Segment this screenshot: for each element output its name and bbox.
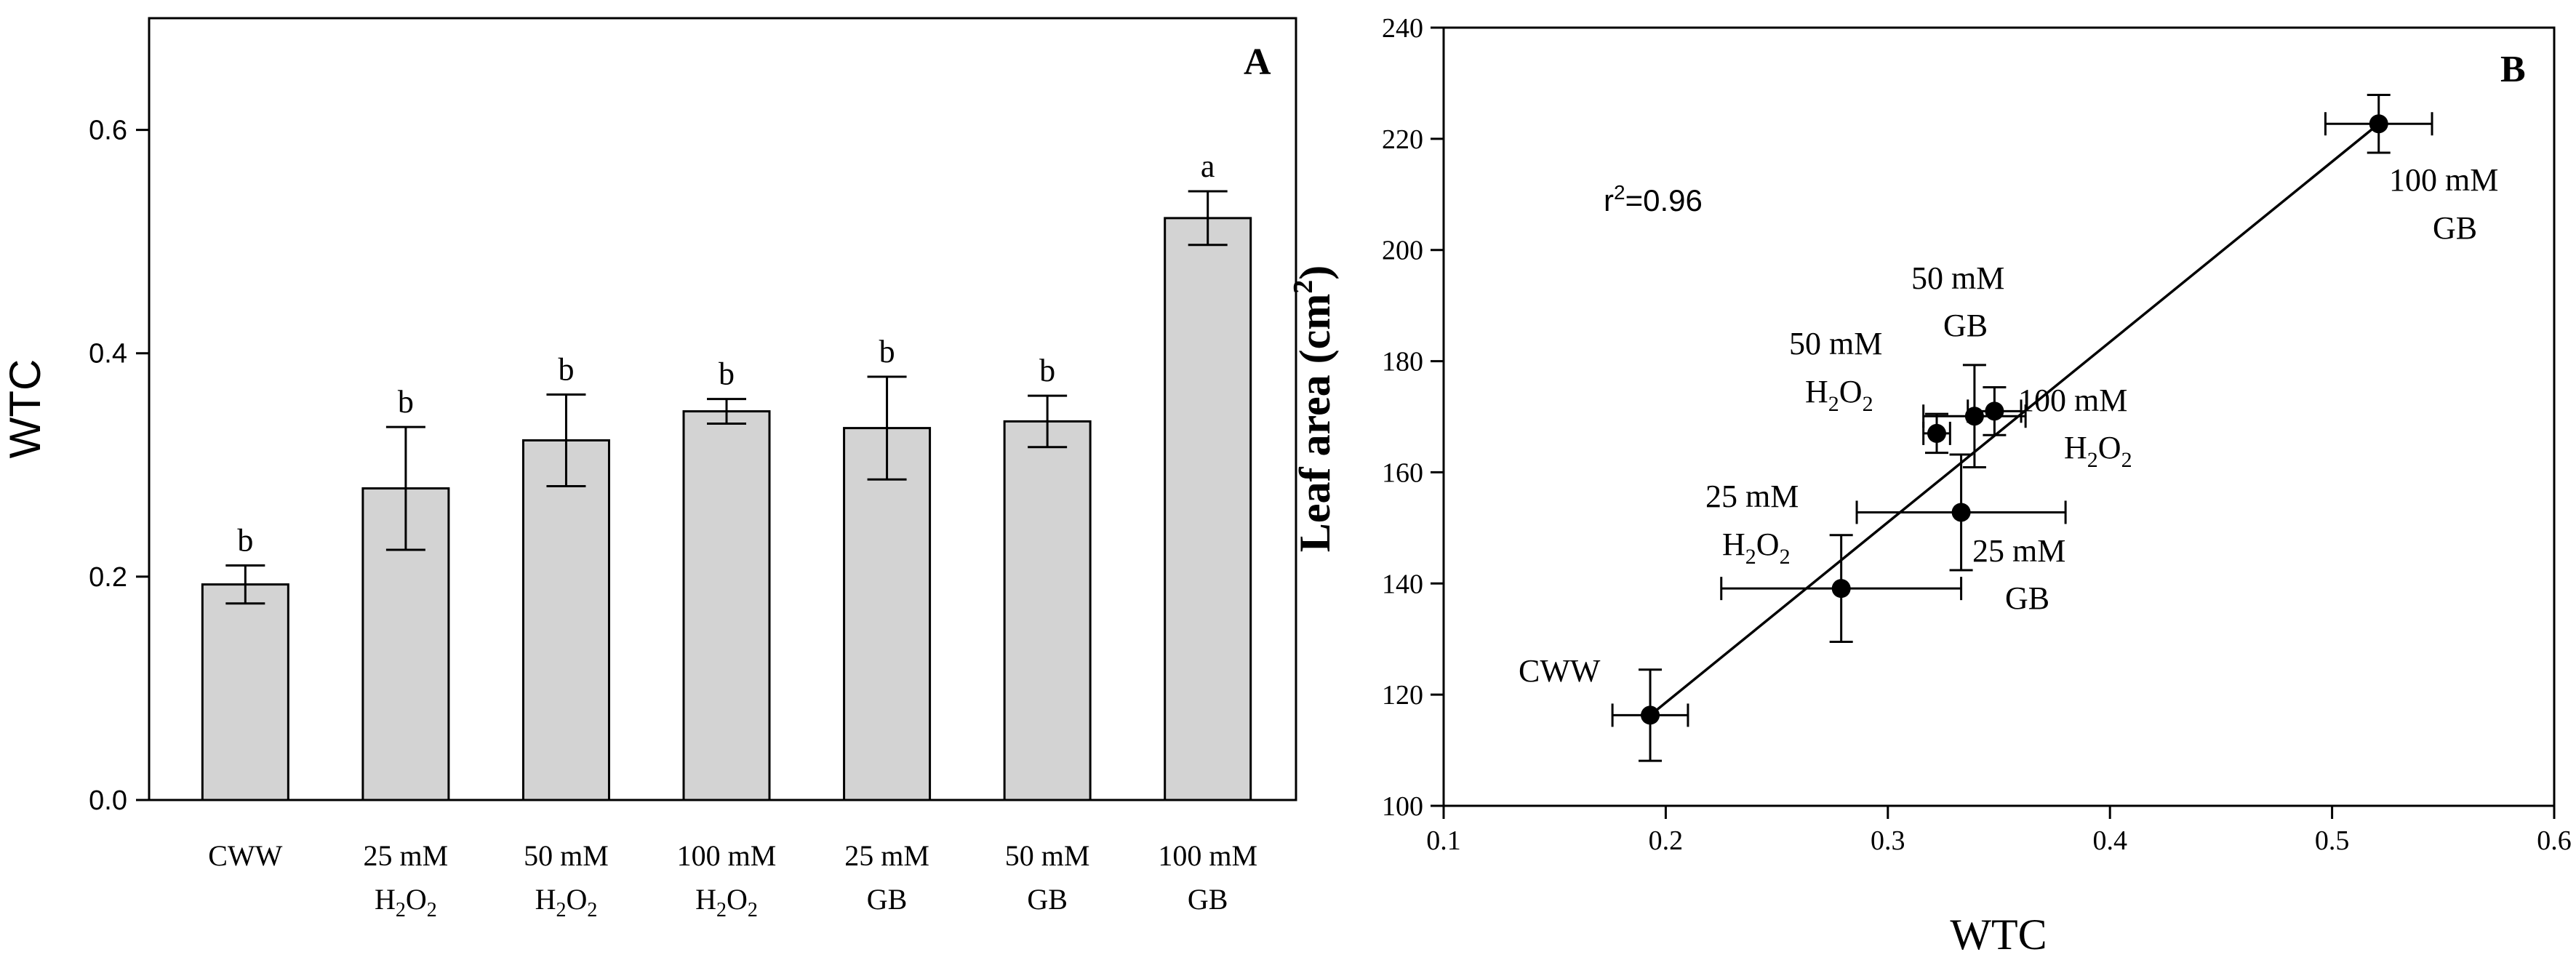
data-point bbox=[1927, 423, 1946, 443]
x-tick-label-part: O bbox=[406, 883, 427, 916]
panel-b-y-tick-label: 160 bbox=[1382, 457, 1423, 488]
panel-b-y-tick-label: 220 bbox=[1382, 124, 1423, 155]
panel-b-y-tick-label: 180 bbox=[1382, 347, 1423, 377]
x-tick-label-part: H bbox=[375, 883, 396, 916]
panel-a-y-axis-label: WTC bbox=[1, 359, 49, 459]
label-100mm-h2o2-line1: 100 mM bbox=[2018, 383, 2127, 418]
panel-a-y-tick-label: 0.6 bbox=[89, 116, 127, 146]
significance-letter: a bbox=[1201, 148, 1215, 184]
label-50mm-gb-line2: GB bbox=[1943, 308, 1988, 343]
x-tick-label-part: H bbox=[535, 883, 556, 916]
x-tick-label-line2: GB bbox=[1027, 883, 1068, 916]
x-tick-label-line2: H2O2 bbox=[375, 883, 437, 921]
panel-b-y-tick-label: 100 bbox=[1382, 791, 1423, 822]
bar bbox=[682, 410, 771, 801]
panel-a-bars: b b b b b b a bbox=[201, 148, 1252, 801]
data-point bbox=[1964, 407, 1984, 426]
x-tick-label-part: O bbox=[727, 883, 748, 916]
panel-a-y-ticks: 0.0 0.2 0.4 0.6 bbox=[89, 116, 149, 816]
panel-b-x-tick-label: 0.1 bbox=[1426, 825, 1461, 856]
panel-b-x-tick-label: 0.6 bbox=[2537, 825, 2572, 856]
x-tick-label-subscript: 2 bbox=[396, 899, 406, 921]
panel-b-x-axis-label: WTC bbox=[1950, 911, 2047, 959]
x-tick-label-subscript: 2 bbox=[556, 899, 566, 921]
panel-a-y-tick-label: 0.0 bbox=[89, 785, 127, 816]
bar bbox=[521, 439, 610, 801]
data-point bbox=[1985, 401, 2004, 421]
significance-letter: b bbox=[398, 384, 414, 420]
significance-letter: b bbox=[879, 334, 895, 369]
panel-b: B Leaf area (cm2) WTC r2=0.96 0.1 0.2 0.3 0… bbox=[1288, 13, 2572, 959]
panel-a-letter: A bbox=[1244, 41, 1271, 83]
panel-b-y-axis-label: Leaf area (cm2) bbox=[1288, 265, 1339, 552]
label-25mm-gb-line1: 25 mM bbox=[1972, 533, 2065, 569]
x-tick-label-line2: GB bbox=[1188, 883, 1228, 916]
x-tick-label-line2: H2O2 bbox=[695, 883, 758, 921]
panel-b-frame bbox=[1442, 26, 2556, 807]
x-tick-label-line1: 50 mM bbox=[524, 839, 609, 872]
x-tick-label-part: H bbox=[695, 883, 716, 916]
bar bbox=[843, 427, 932, 801]
label-50mm-h2o2-line2: H2O2 bbox=[1805, 374, 1873, 416]
x-tick-label-line1: CWW bbox=[208, 839, 282, 872]
label-25mm-h2o2-line1: 25 mM bbox=[1705, 479, 1799, 514]
x-tick-label-line1: 100 mM bbox=[677, 839, 777, 872]
panel-b-x-tick-label: 0.4 bbox=[2092, 825, 2127, 856]
panel-b-y-tick-label: 140 bbox=[1382, 569, 1423, 599]
regression-line bbox=[1649, 122, 2380, 716]
significance-letter: b bbox=[558, 352, 574, 388]
data-point bbox=[1641, 705, 1660, 725]
label-50mm-gb-line1: 50 mM bbox=[1911, 260, 2004, 296]
label-100mm-gb-line2: GB bbox=[2433, 210, 2477, 246]
label-100mm-gb-line1: 100 mM bbox=[2389, 162, 2498, 198]
x-tick-label-part: GB bbox=[867, 883, 908, 916]
significance-letter: b bbox=[237, 523, 253, 559]
panel-b-x-tick-label: 0.2 bbox=[1649, 825, 1684, 856]
panel-b-x-tick-label: 0.5 bbox=[2315, 825, 2350, 856]
data-point bbox=[2369, 114, 2388, 134]
panel-b-x-tick-label: 0.3 bbox=[1871, 825, 1905, 856]
panel-b-y-tick-label: 200 bbox=[1382, 236, 1423, 266]
x-tick-label-line1: 25 mM bbox=[844, 839, 929, 872]
x-tick-label-subscript: 2 bbox=[587, 899, 597, 921]
x-tick-label-subscript: 2 bbox=[427, 899, 437, 921]
x-tick-label-line1: 50 mM bbox=[1005, 839, 1090, 872]
panel-b-x-ticks: 0.1 0.2 0.3 0.4 0.5 0.6 bbox=[1426, 806, 2572, 856]
panel-b-points bbox=[1611, 93, 2433, 762]
x-tick-label-part: GB bbox=[1027, 883, 1068, 916]
label-25mm-h2o2-line2: H2O2 bbox=[1722, 527, 1791, 569]
x-tick-label-subscript: 2 bbox=[748, 899, 758, 921]
x-tick-label-subscript: 2 bbox=[716, 899, 727, 921]
label-25mm-gb-line2: GB bbox=[2005, 580, 2049, 616]
r-squared-annotation: r2=0.96 bbox=[1604, 181, 1703, 217]
x-tick-label-part: GB bbox=[1188, 883, 1228, 916]
x-tick-label-part: O bbox=[566, 883, 587, 916]
significance-letter: b bbox=[1039, 353, 1055, 388]
panel-b-y-ticks: 100 120 140 160 180 200 220 240 bbox=[1382, 13, 1444, 822]
bar bbox=[1003, 420, 1092, 801]
label-100mm-h2o2-line2: H2O2 bbox=[2064, 430, 2132, 472]
panel-a-y-tick-label: 0.4 bbox=[89, 339, 127, 369]
bar bbox=[1164, 217, 1252, 801]
data-point bbox=[1951, 503, 1971, 522]
x-tick-label-line2: GB bbox=[867, 883, 908, 916]
x-tick-label-line1: 25 mM bbox=[364, 839, 449, 872]
panel-a-y-tick-label: 0.2 bbox=[89, 562, 127, 593]
label-50mm-h2o2-line1: 50 mM bbox=[1789, 326, 1882, 361]
x-tick-label-line2: H2O2 bbox=[535, 883, 598, 921]
data-point bbox=[1831, 579, 1851, 599]
panel-b-y-tick-label: 120 bbox=[1382, 680, 1423, 711]
panel-b-y-tick-label: 240 bbox=[1382, 13, 1423, 44]
label-cww: CWW bbox=[1519, 653, 1601, 689]
x-tick-label-line1: 100 mM bbox=[1158, 839, 1257, 872]
panel-b-letter: B bbox=[2500, 49, 2526, 90]
bar bbox=[201, 583, 289, 801]
significance-letter: b bbox=[719, 356, 735, 392]
